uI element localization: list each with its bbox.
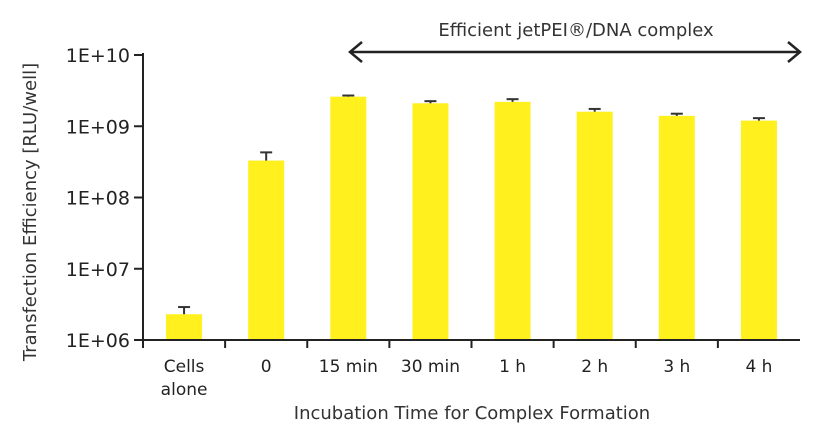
bar [412, 103, 449, 341]
annotation-label: Efficient jetPEI®/DNA complex [438, 20, 714, 41]
y-tick-label: 1E+06 [66, 330, 130, 352]
x-tick-label: 30 min [401, 357, 460, 377]
bar [248, 160, 285, 340]
x-tick-label: 4 h [745, 357, 772, 377]
x-tick-label: Cells [164, 357, 205, 377]
x-tick-label: 15 min [319, 357, 378, 377]
bar [740, 120, 777, 340]
y-tick-label: 1E+08 [66, 188, 130, 210]
x-axis-label: Incubation Time for Complex Formation [294, 403, 650, 424]
bar [494, 101, 531, 340]
y-axis-label: Transfection Efficiency [RLU/well] [20, 63, 41, 362]
x-tick-label: 3 h [663, 357, 690, 377]
bar [330, 96, 367, 340]
y-tick-label: 1E+09 [66, 116, 130, 138]
x-tick-label: 2 h [581, 357, 608, 377]
bar [576, 111, 613, 340]
x-tick-label: 0 [261, 357, 272, 377]
y-tick-label: 1E+07 [66, 259, 130, 281]
bar [658, 115, 695, 340]
annotation-arrow [348, 41, 802, 63]
x-tick-label: alone [161, 380, 208, 400]
y-tick-label: 1E+10 [66, 45, 130, 67]
x-tick-label: 1 h [499, 357, 526, 377]
bar [166, 314, 203, 340]
